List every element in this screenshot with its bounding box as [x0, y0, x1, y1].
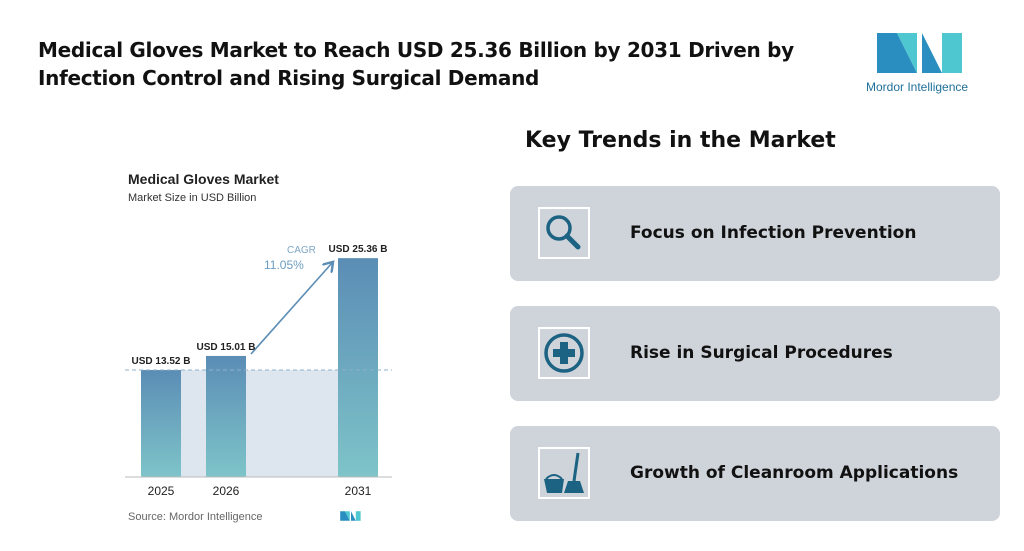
x-tick-label: 2026 [213, 484, 240, 498]
x-tick-label: 2031 [345, 484, 372, 498]
logo-text: Mordor Intelligence [866, 80, 969, 94]
page-title: Medical Gloves Market to Reach USD 25.36… [38, 38, 794, 90]
mordor-logo-icon [877, 33, 962, 73]
chart-subtitle: Market Size in USD Billion [128, 192, 257, 204]
mordor-logo [872, 28, 972, 98]
data-label: USD 15.01 B [197, 342, 256, 353]
bar-chart: CAGR 11.05% USD 13.52 B 2025 USD 15.01 B 20… [125, 244, 392, 498]
trend-card-cleanroom: Growth of Cleanroom Applications [510, 426, 1000, 521]
cagr-arrow [250, 263, 332, 355]
source-text: Source: Mordor Intelligence [128, 511, 263, 523]
x-tick-label: 2025 [148, 484, 175, 498]
cagr-label: CAGR [287, 245, 316, 256]
bar-2026 [206, 355, 246, 477]
cagr-value: 11.05% [264, 258, 304, 272]
trend-card-surgical-procedures: Rise in Surgical Procedures [510, 306, 1000, 401]
trend-label: Rise in Surgical Procedures [630, 343, 893, 363]
shaded-region [181, 370, 338, 477]
trend-label: Growth of Cleanroom Applications [630, 463, 959, 483]
chart-title: Medical Gloves Market [128, 171, 279, 187]
data-label: USD 25.36 B [329, 244, 388, 255]
trends-title: Key Trends in the Market [525, 128, 836, 153]
trend-card-infection-prevention: Focus on Infection Prevention [510, 186, 1000, 281]
magnifier-icon [538, 207, 590, 259]
bucket-mop-icon [538, 447, 590, 499]
data-label: USD 13.52 B [132, 356, 191, 367]
bar-2025 [141, 370, 181, 477]
mordor-small-logo-icon [340, 511, 361, 521]
trend-label: Focus on Infection Prevention [630, 223, 917, 243]
medical-cross-icon [538, 327, 590, 379]
bar-2031 [338, 258, 378, 477]
